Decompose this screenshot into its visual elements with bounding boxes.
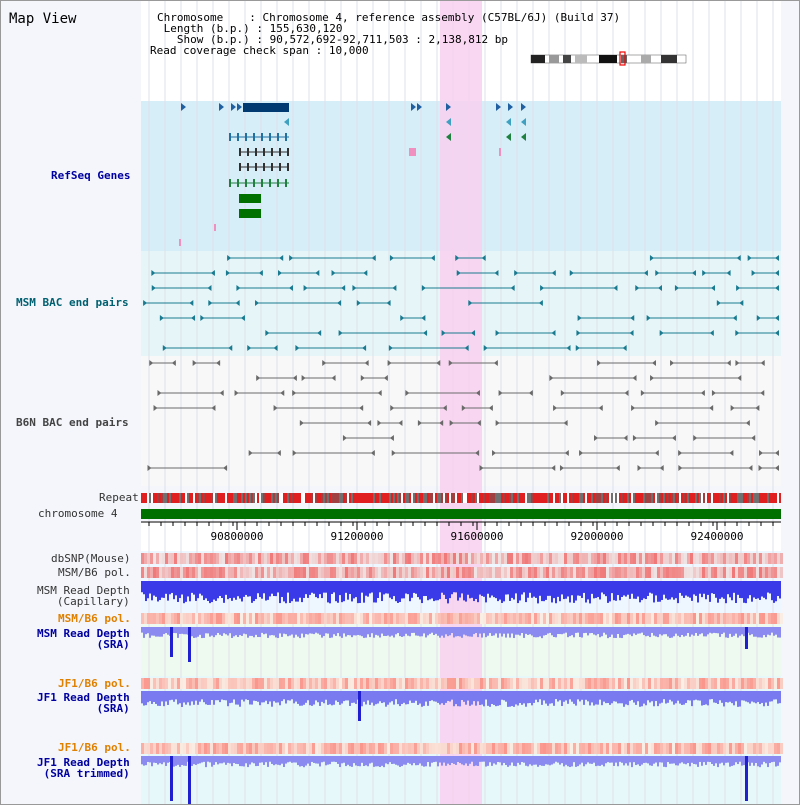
track-label-jf1-b6-pol-1: JF1/B6 pol.	[58, 677, 131, 690]
axis-tick-label: 92000000	[571, 530, 624, 543]
axis-tick-label: 92400000	[691, 530, 744, 543]
chromosome-bar	[141, 509, 781, 519]
axis-tick-label: 91600000	[451, 530, 504, 543]
coverage-value: 10,000	[328, 44, 369, 57]
axis-tick-label: 90800000	[211, 530, 264, 543]
track-label-dbsnp: dbSNP(Mouse)	[51, 552, 131, 565]
track-label-repeat: Repeat	[99, 491, 139, 504]
jf1-depth-trim-line1: JF1 Read Depth	[37, 756, 130, 769]
axis-tick-label: 91200000	[331, 530, 384, 543]
selection-highlight	[440, 1, 482, 804]
track-label-jf1-depth-trim: JF1 Read Depth (SRA trimmed)	[37, 757, 130, 779]
track-label-jf1-b6-pol-2: JF1/B6 pol.	[58, 741, 131, 754]
show-value: 90,572,692-92,711,503 : 2,138,812 bp	[269, 33, 509, 46]
jf1-depth-sra-line2: (SRA)	[96, 702, 130, 715]
track-label-b6n-bac[interactable]: B6N BAC end pairs	[16, 416, 129, 429]
track-label-msm-b6-pol-1: MSM/B6 pol.	[58, 566, 131, 579]
track-label-chromosome: chromosome 4	[38, 507, 118, 520]
length-value: 155,630,120	[269, 22, 343, 35]
track-label-msm-depth-sra: MSM Read Depth (SRA)	[37, 628, 130, 650]
track-label-jf1-depth-sra: JF1 Read Depth (SRA)	[37, 692, 130, 714]
length-label: Length (b.p.)	[163, 22, 250, 35]
chromosome-label: Chromosome	[157, 11, 224, 24]
track-label-refseq[interactable]: RefSeq Genes	[51, 169, 131, 182]
ideogram-marker	[619, 51, 626, 66]
track-label-msm-depth-cap: MSM Read Depth (Capillary)	[37, 585, 130, 607]
jf1-depth-sra-line1: JF1 Read Depth	[37, 691, 130, 704]
page-title: Map View	[9, 11, 77, 27]
msm-depth-sra-line1: MSM Read Depth	[37, 627, 130, 640]
msm-depth-sra-line2: (SRA)	[96, 638, 130, 651]
show-label: Show (b.p.)	[176, 33, 250, 46]
msm-depth-cap-line1: MSM Read Depth	[37, 584, 130, 597]
jf1-depth-trim-line2: (SRA trimmed)	[43, 767, 130, 780]
gene-block	[243, 103, 289, 112]
msm-depth-cap-line2: (Capillary)	[56, 595, 130, 608]
coverage-label: Read coverage check span	[150, 44, 309, 57]
header-info: Chromosome: Chromosome 4, reference asse…	[150, 11, 621, 57]
chromosome-value: Chromosome 4, reference assembly (C57BL/…	[262, 11, 621, 24]
track-label-msm-bac[interactable]: MSM BAC end pairs	[16, 296, 129, 309]
track-label-msm-b6-pol-2: MSM/B6 pol.	[58, 612, 131, 625]
